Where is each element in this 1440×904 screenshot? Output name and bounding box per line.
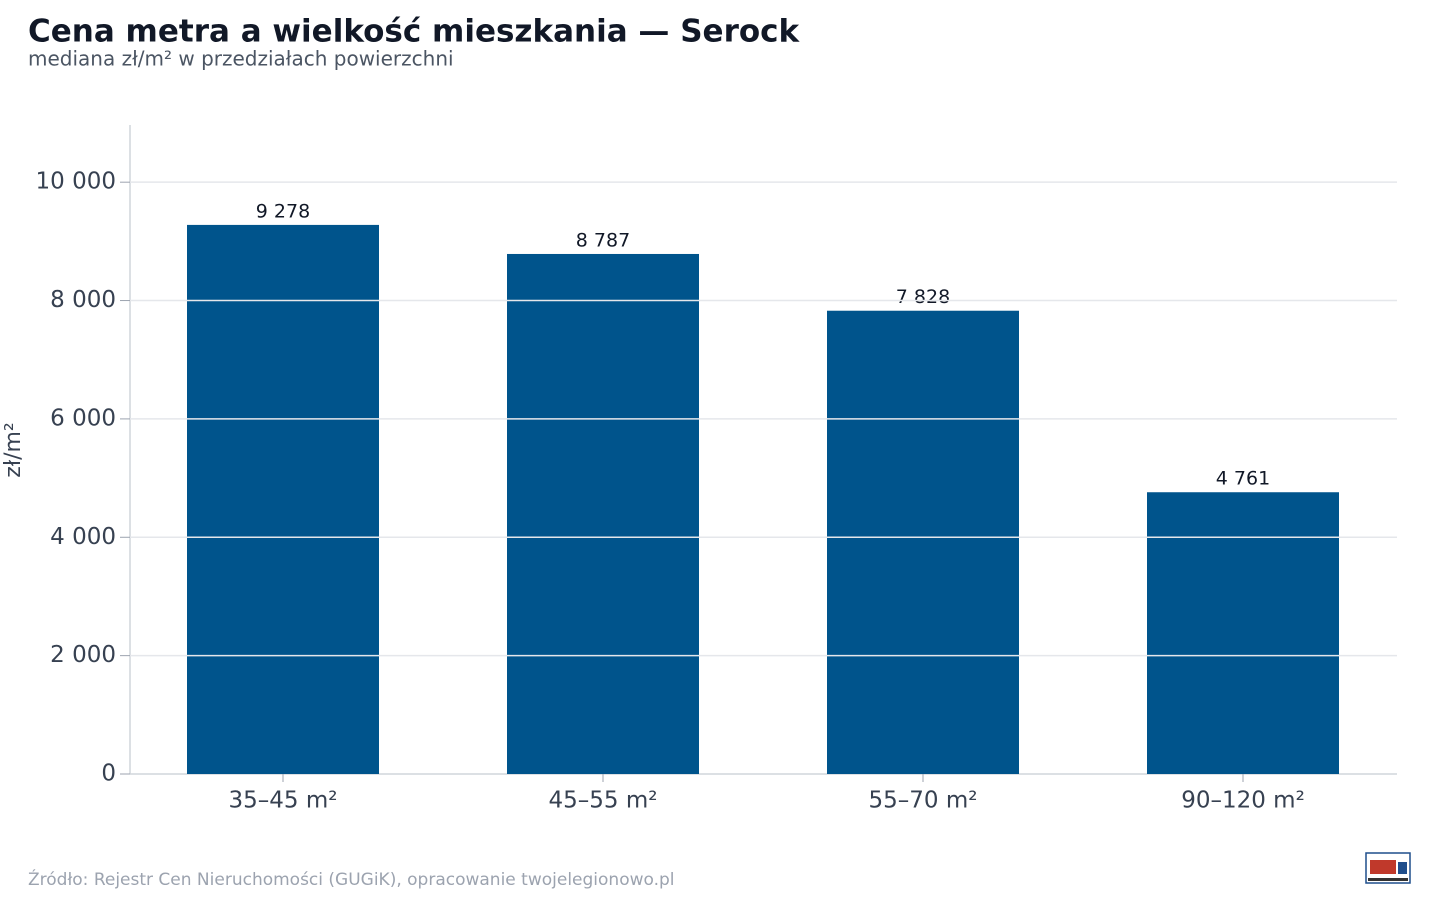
value-label: 7 828 (896, 286, 950, 308)
bar (187, 224, 379, 775)
chart-title: Cena metra a wielkość mieszkania — Seroc… (28, 14, 801, 50)
y-tick-label: 2 000 (50, 642, 116, 668)
logo (1365, 852, 1411, 884)
value-label: 8 787 (576, 229, 630, 251)
bar (827, 310, 1019, 774)
value-label: 4 761 (1216, 468, 1270, 490)
chart-subtitle: mediana zł/m² w przedziałach powierzchni (28, 47, 454, 71)
x-tick-label: 90–120 m² (1181, 788, 1305, 814)
y-tick-label: 6 000 (50, 405, 116, 431)
y-tick-label: 4 000 (50, 524, 116, 550)
x-tick-label: 45–55 m² (549, 788, 658, 814)
y-tick-label: 8 000 (50, 287, 116, 313)
y-axis-label: zł/m² (1, 422, 26, 477)
bar (507, 253, 699, 774)
y-tick-label: 10 000 (36, 169, 116, 195)
value-label: 9 278 (256, 200, 310, 222)
y-tick-label: 0 (101, 761, 116, 787)
bar (1147, 492, 1339, 774)
x-tick-label: 55–70 m² (869, 788, 978, 814)
x-tick-label: 35–45 m² (229, 788, 338, 814)
source: Źródło: Rejestr Cen Nieruchomości (GUGiK… (28, 868, 675, 890)
